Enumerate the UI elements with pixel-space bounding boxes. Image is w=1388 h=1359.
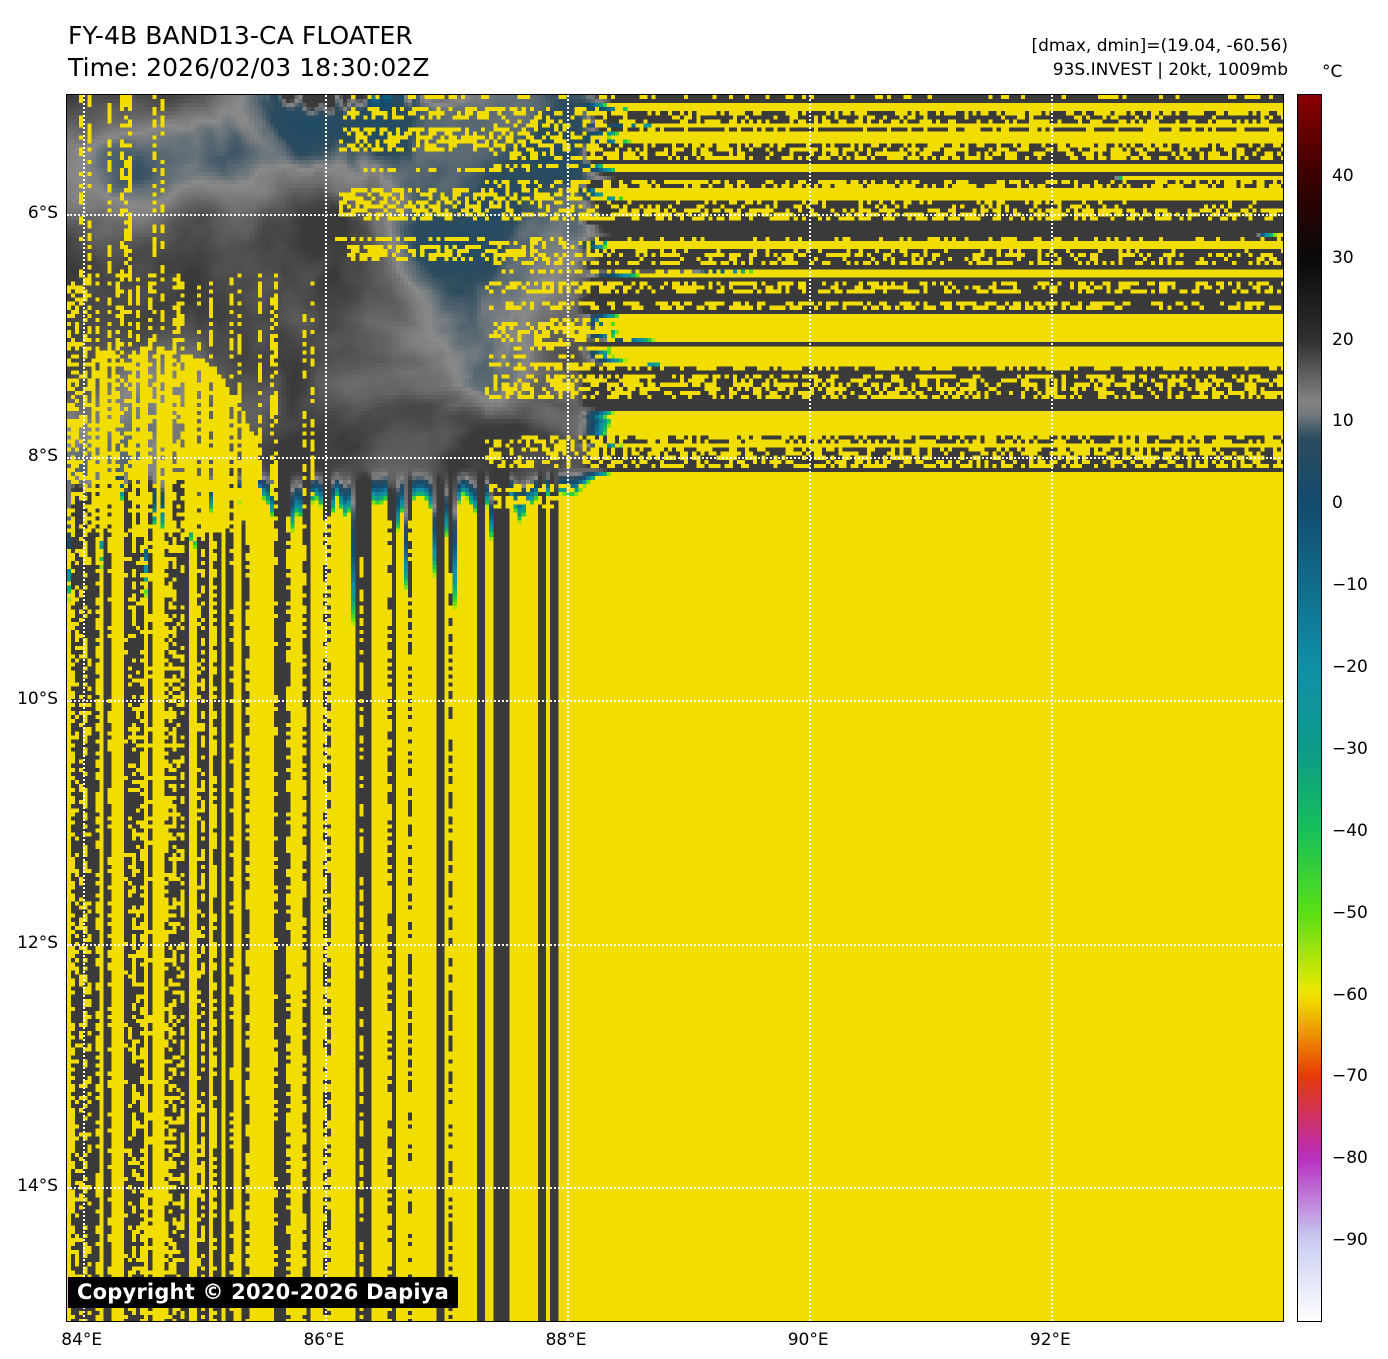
colorbar-tick-label: −90 [1332, 1230, 1368, 1251]
x-tick-label: 92°E [1029, 1330, 1071, 1350]
colorbar[interactable] [1297, 94, 1322, 1322]
x-tick-label: 84°E [61, 1330, 103, 1350]
metadata-block: [dmax, dmin]=(19.04, -60.56) 93S.INVEST … [1031, 34, 1288, 82]
colorbar-tick-label: −20 [1332, 657, 1368, 678]
y-tick-label: 6°S [27, 203, 58, 224]
colorbar-tick-label: −40 [1332, 820, 1368, 841]
y-tick-label: 12°S [17, 932, 58, 953]
colorbar-tick-label: −10 [1332, 575, 1368, 596]
colorbar-tick-label: 30 [1332, 247, 1354, 268]
satellite-image-plot[interactable] [66, 94, 1284, 1322]
x-tick-label: 86°E [303, 1330, 345, 1350]
x-tick-label: 90°E [787, 1330, 829, 1350]
storm-info-readout: 93S.INVEST | 20kt, 1009mb [1052, 60, 1288, 80]
ir-imagery-canvas [67, 95, 1283, 1321]
dmax-dmin-readout: [dmax, dmin]=(19.04, -60.56) [1031, 36, 1288, 56]
colorbar-tick-label: −50 [1332, 902, 1368, 923]
colorbar-tick-label: 40 [1332, 165, 1354, 186]
colorbar-tick-label: −70 [1332, 1066, 1368, 1087]
colorbar-tick-label: 10 [1332, 411, 1354, 432]
y-tick-label: 8°S [27, 446, 58, 467]
colorbar-tick-label: −30 [1332, 738, 1368, 759]
copyright-watermark: Copyright © 2020-2026 Dapiya [68, 1277, 458, 1308]
colorbar-unit-label: °C [1322, 62, 1343, 82]
title-timestamp: Time: 2026/02/03 18:30:02Z [68, 53, 430, 82]
y-tick-label: 14°S [17, 1175, 58, 1196]
colorbar-tick-label: 0 [1332, 493, 1343, 514]
colorbar-tick-label: −60 [1332, 984, 1368, 1005]
colorbar-tick-label: 20 [1332, 329, 1354, 350]
title-product: FY-4B BAND13-CA FLOATER [68, 21, 413, 50]
colorbar-gradient [1298, 95, 1321, 1321]
page-title: FY-4B BAND13-CA FLOATER Time: 2026/02/03… [68, 20, 430, 84]
colorbar-tick-label: −80 [1332, 1148, 1368, 1169]
x-tick-label: 88°E [545, 1330, 587, 1350]
y-tick-label: 10°S [17, 689, 58, 710]
